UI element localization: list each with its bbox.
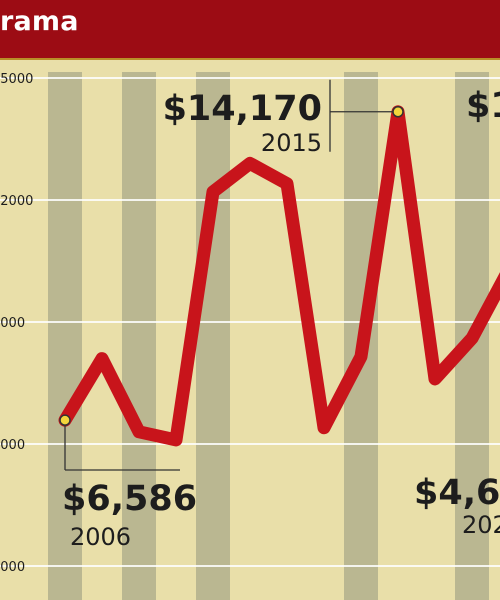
callout-value-label: $14,170 — [163, 89, 322, 129]
y-tick-label: 12000 — [0, 194, 33, 209]
callout-marker — [59, 414, 71, 426]
callout-year-label: 2015 — [261, 129, 322, 157]
y-tick-label: 6000 — [0, 438, 25, 453]
shaded-year-band — [48, 72, 82, 600]
callout-value-label: $4,68 — [414, 473, 500, 513]
callout-marker — [392, 106, 404, 118]
callout-value-label: $1 — [466, 86, 500, 126]
y-tick-label: 3000 — [0, 560, 25, 575]
callout-year-label: 2006 — [70, 523, 131, 551]
callout-value-label: $6,586 — [62, 479, 197, 519]
shaded-year-band — [122, 72, 156, 600]
y-tick-label: 9000 — [0, 316, 25, 331]
shaded-year-band — [196, 72, 230, 600]
header-rule — [0, 58, 500, 60]
series-line — [58, 105, 500, 447]
callout-year-label: 202 — [462, 511, 500, 539]
chart-header: rama — [0, 0, 500, 58]
y-tick-label: 15000 — [0, 72, 33, 87]
chart-header-title: rama — [0, 6, 79, 37]
